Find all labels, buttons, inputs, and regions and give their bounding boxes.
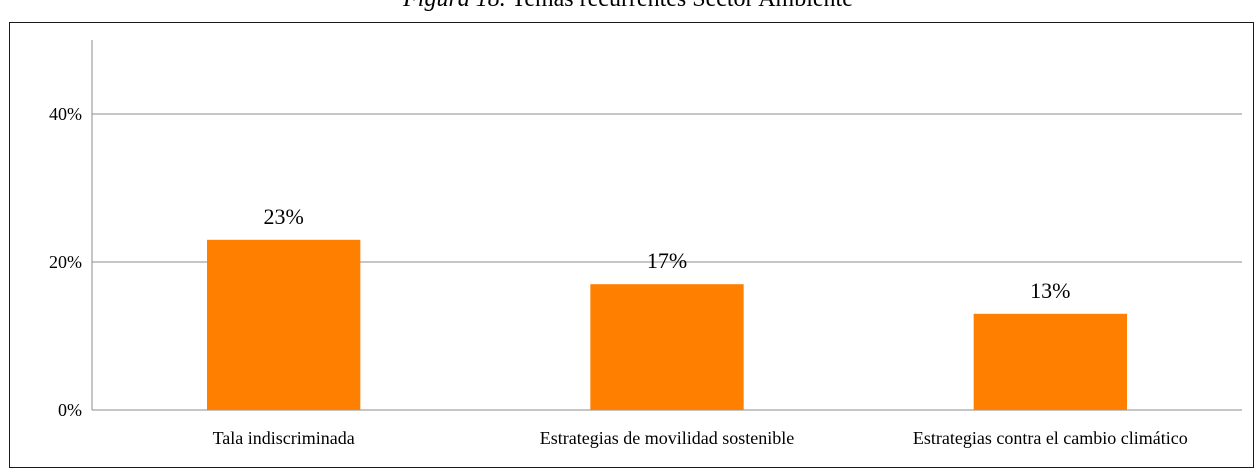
labels: 0% 20% 40% 23% Tala indiscriminada 17% Estrate…: [49, 104, 1188, 448]
y-tick-label: 0%: [58, 400, 82, 420]
bar: [973, 313, 1127, 410]
data-label: 17%: [647, 248, 687, 273]
data-label: 23%: [264, 204, 304, 229]
y-tick-label: 40%: [49, 104, 82, 124]
bars: [207, 239, 1127, 410]
category-label: Tala indiscriminada: [213, 428, 355, 448]
chart-title-text: Temas recurrentes Sector Ambiente: [506, 0, 853, 12]
chart-title: Figura 18. Temas recurrentes Sector Ambi…: [0, 0, 1256, 13]
bar: [590, 284, 744, 410]
category-label: Estrategias de movilidad sostenible: [540, 428, 794, 448]
bar: [207, 239, 361, 410]
chart-title-figure-number: Figura 18.: [403, 0, 506, 12]
category-label: Estrategias contra el cambio climático: [913, 428, 1188, 448]
data-label: 13%: [1030, 278, 1070, 303]
y-tick-label: 20%: [49, 252, 82, 272]
